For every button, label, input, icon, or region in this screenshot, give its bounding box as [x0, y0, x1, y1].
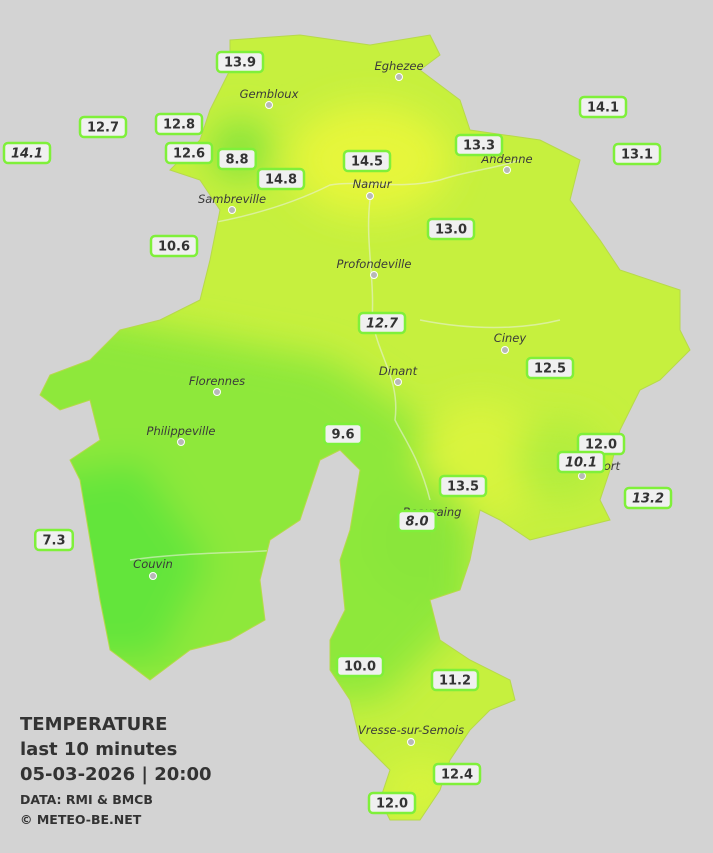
- station-temperature: 13.0: [435, 223, 467, 238]
- station-box: [397, 509, 437, 533]
- town-dot: [394, 378, 402, 386]
- town-label: Dinant: [379, 364, 418, 378]
- town-label: Ciney: [494, 331, 527, 345]
- station-temperature: 8.8: [225, 153, 248, 168]
- town-label: Profondeville: [337, 257, 412, 271]
- station-box: [426, 217, 476, 241]
- station-box: [149, 234, 199, 258]
- station-temperature: 7.3: [42, 534, 65, 549]
- station-temperature: 10.0: [344, 660, 376, 675]
- station-temperature: 12.6: [173, 147, 205, 162]
- station-box: [323, 422, 363, 446]
- town-dot: [366, 192, 374, 200]
- town-dot: [503, 166, 511, 174]
- town-label: Eghezee: [374, 59, 423, 73]
- station-temperature: 13.1: [621, 148, 653, 163]
- station-temperature: 8.0: [405, 515, 428, 530]
- legend-source: DATA: RMI & BMCB: [20, 792, 153, 807]
- station-temperature: 10.6: [158, 240, 190, 255]
- town-dot: [177, 438, 185, 446]
- station-box: [438, 474, 488, 498]
- legend-title: TEMPERATURE: [20, 714, 167, 735]
- station-box: [335, 654, 385, 678]
- station-box: [164, 141, 214, 165]
- station-box: [612, 142, 662, 166]
- station-temperature: 13.2: [632, 492, 664, 507]
- station-box: [367, 791, 417, 815]
- station-box: [357, 311, 407, 335]
- station-box: [623, 486, 673, 510]
- station-box: [578, 95, 628, 119]
- town-dot: [501, 346, 509, 354]
- town-dot: [578, 472, 586, 480]
- town-label: Namur: [353, 177, 393, 191]
- station-box: [215, 50, 265, 74]
- station-temperature: 10.1: [565, 456, 597, 471]
- town-label: Vresse-sur-Semois: [358, 723, 464, 737]
- town-label: Gembloux: [240, 87, 299, 101]
- station-box: [2, 141, 52, 165]
- town-dot: [265, 101, 273, 109]
- station-temperature: 9.6: [331, 428, 354, 443]
- legend-subtitle: last 10 minutes: [20, 739, 177, 760]
- station-box: [34, 528, 74, 552]
- station-box: [78, 115, 128, 139]
- station-temperature: 14.5: [351, 155, 383, 170]
- station-temperature: 12.0: [585, 438, 617, 453]
- station-temperature: 12.0: [376, 797, 408, 812]
- station-temperature: 11.2: [439, 674, 471, 689]
- station-temperature: 14.1: [587, 101, 619, 116]
- town-dot: [407, 738, 415, 746]
- station-temperature: 13.3: [463, 139, 495, 154]
- station-box: [154, 112, 204, 136]
- station-temperature: 12.7: [366, 317, 399, 332]
- legend-credit: © METEO-BE.NET: [20, 812, 142, 827]
- station-box: [525, 356, 575, 380]
- town-dot: [228, 206, 236, 214]
- station-temperature: 13.9: [224, 56, 256, 71]
- town-dot: [213, 388, 221, 396]
- town-dot: [149, 572, 157, 580]
- station-temperature: 14.1: [11, 147, 43, 162]
- station-temperature: 12.7: [87, 121, 119, 136]
- station-box: [430, 668, 480, 692]
- station-box: [217, 147, 257, 171]
- town-dot: [395, 73, 403, 81]
- station-box: [432, 762, 482, 786]
- station-box: [256, 167, 306, 191]
- legend-datetime: 05-03-2026 | 20:00: [20, 764, 212, 785]
- station-temperature: 12.5: [534, 362, 566, 377]
- station-temperature: 13.5: [447, 480, 479, 495]
- town-label: Couvin: [133, 557, 173, 571]
- station-temperature: 12.8: [163, 118, 195, 133]
- station-box: [454, 133, 504, 157]
- station-box: [556, 450, 606, 474]
- station-temperature: 12.4: [441, 768, 473, 783]
- town-label: Sambreville: [198, 192, 266, 206]
- town-dot: [370, 271, 378, 279]
- station-temperature: 14.8: [265, 173, 297, 188]
- station-box: [342, 149, 392, 173]
- town-label: Florennes: [189, 374, 245, 388]
- town-label: Philippeville: [147, 424, 216, 438]
